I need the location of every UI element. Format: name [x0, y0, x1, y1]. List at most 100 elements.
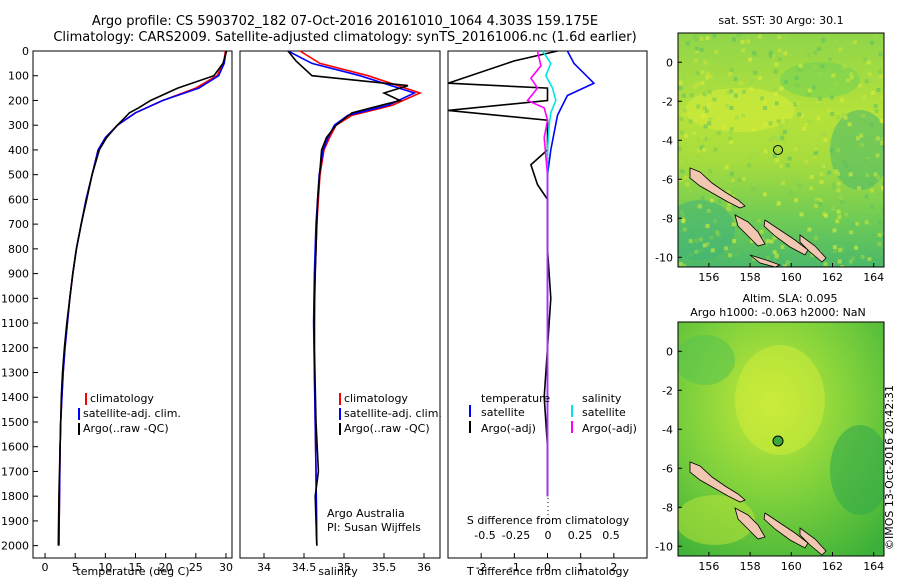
- salinity-legend: climatology satellite-adj. clim. Argo(..…: [339, 392, 442, 435]
- legend-argo: Argo(..raw -QC): [344, 422, 430, 435]
- sla-field: [678, 322, 884, 556]
- lon-tick-label: 164: [863, 560, 884, 573]
- x-tick-label: 2: [610, 561, 617, 574]
- salinity-axis-ticks: 34 34.5 35 35.5 36: [257, 553, 431, 574]
- sst-map: sat. SST: 30 Argo: 30.1: [655, 14, 885, 284]
- salinity-panel: 34 34.5 35 35.5 36 salinity climatology sate…: [239, 50, 442, 578]
- lat-tick-label: -6: [662, 462, 673, 475]
- y-tick-label: 1800: [1, 490, 29, 503]
- island-guadalcanal: [749, 254, 782, 267]
- sst-field: [678, 33, 884, 267]
- island-bougainville: [689, 167, 746, 209]
- y-tick-label: 700: [8, 218, 29, 231]
- s-tick: -0.5: [474, 529, 495, 542]
- lat-tick-label: -10: [655, 540, 673, 553]
- legend-argo: Argo(..raw -QC): [83, 422, 169, 435]
- legend-climatology: climatology: [90, 392, 154, 405]
- x-tick-label: 5: [72, 561, 79, 574]
- lat-tick-label: -8: [662, 501, 673, 514]
- legend-temperature-head: temperature: [481, 392, 550, 405]
- legend-s-satellite: satellite: [582, 406, 626, 419]
- legend-swatch-s-argo: [571, 421, 573, 433]
- lon-tick-label: 156: [698, 271, 719, 284]
- salinity-profiles: [287, 50, 423, 546]
- y-tick-label: 1100: [1, 317, 29, 330]
- series-temperature-argo-adj-: [447, 50, 558, 497]
- y-tick-label: 1700: [1, 465, 29, 478]
- imos-credit: ©IMOS 13-Oct-2016 20:42:31: [883, 385, 896, 550]
- lon-tick-label: 160: [781, 271, 802, 284]
- legend-swatch-climatology: [85, 393, 87, 405]
- x-tick-label: 1: [577, 561, 584, 574]
- y-tick-label: 1900: [1, 515, 29, 528]
- island-bougainville: [689, 461, 746, 503]
- x-tick-label: 25: [189, 561, 203, 574]
- x-tick-label: 36: [417, 561, 431, 574]
- temperature-legend: climatology satellite-adj. clim. Argo(..…: [78, 392, 181, 435]
- salinity-panel-frame: [239, 50, 441, 559]
- legend-t-argo: Argo(-adj): [481, 422, 536, 435]
- y-tick-label: 900: [8, 268, 29, 281]
- y-tick-label: 0: [22, 45, 29, 58]
- x-tick-label: 34: [257, 561, 271, 574]
- argo-float-marker: [772, 435, 784, 447]
- credit-line-2: PI: Susan Wijffels: [327, 521, 421, 534]
- s-tick: -0.25: [502, 529, 530, 542]
- y-tick-label: 2000: [1, 540, 29, 553]
- legend-satellite: satellite-adj. clim.: [344, 407, 442, 420]
- legend-t-satellite: satellite: [481, 406, 525, 419]
- lat-tick-label: -2: [662, 384, 673, 397]
- x-tick-label: 10: [98, 561, 112, 574]
- temperature-panel: 0100200300400500600700800900100011001200…: [1, 45, 233, 578]
- lon-tick-label: 158: [740, 271, 761, 284]
- x-tick-label: 0: [42, 561, 49, 574]
- temperature-axis-label: temperature (deg C): [76, 565, 189, 578]
- series-argo-raw-qc-: [287, 50, 409, 546]
- sla-map: Altim. SLA: 0.095 Argo h1000: -0.063 h20…: [655, 292, 885, 573]
- credit-line-1: Argo Australia: [327, 507, 405, 520]
- lat-tick-label: 0: [666, 345, 673, 358]
- legend-climatology: climatology: [344, 392, 408, 405]
- lat-tick-label: -2: [662, 95, 673, 108]
- sla-map-frame: [677, 321, 885, 557]
- legend-swatch-t-satellite: [469, 405, 471, 417]
- legend-s-argo: Argo(-adj): [582, 422, 637, 435]
- difference-legend: temperature satellite Argo(-adj) salinit…: [469, 392, 637, 435]
- lon-tick-label: 162: [822, 560, 843, 573]
- y-tick-label: 200: [8, 94, 29, 107]
- island-malaita: [799, 234, 827, 263]
- x-tick-label: 35.5: [372, 561, 397, 574]
- argo-float-marker: [773, 145, 783, 155]
- lon-tick-label: 156: [698, 560, 719, 573]
- lat-tick-label: -4: [662, 134, 673, 147]
- sst-map-ticks: 156 158 160 162 164 0 -2 -4 -6 -8 -10: [655, 56, 884, 284]
- lat-tick-label: -10: [655, 251, 673, 264]
- island-santa-isabel: [763, 219, 809, 256]
- x-tick-label: 34.5: [292, 561, 317, 574]
- y-tick-label: 1200: [1, 342, 29, 355]
- s-tick: 0.25: [568, 529, 593, 542]
- x-tick-label: 0: [544, 561, 551, 574]
- legend-swatch-argo: [78, 423, 80, 435]
- lat-tick-label: -6: [662, 173, 673, 186]
- sst-map-title: sat. SST: 30 Argo: 30.1: [718, 14, 843, 27]
- legend-swatch-argo: [339, 423, 341, 435]
- legend-salinity-head: salinity: [582, 392, 622, 405]
- y-tick-label: 100: [8, 70, 29, 83]
- island-choiseul: [734, 214, 766, 247]
- temperature-axis-ticks: 0 5 10 15 20 25 30: [42, 553, 233, 574]
- s-tick: 0: [545, 529, 552, 542]
- x-tick-label: 15: [129, 561, 143, 574]
- legend-swatch-climatology: [339, 393, 341, 405]
- legend-swatch-t-argo: [469, 421, 471, 433]
- y-tick-label: 1500: [1, 416, 29, 429]
- s-difference-axis-label: S difference from climatology: [467, 514, 630, 527]
- series-salinity-argo-adj-: [526, 50, 549, 497]
- lon-tick-label: 158: [740, 560, 761, 573]
- series-satellite-adj-clim-: [58, 50, 227, 546]
- difference-profiles: [447, 50, 596, 497]
- sst-map-frame: [677, 32, 885, 268]
- lon-tick-label: 164: [863, 271, 884, 284]
- x-tick-label: 20: [159, 561, 173, 574]
- legend-swatch-satellite: [339, 408, 341, 420]
